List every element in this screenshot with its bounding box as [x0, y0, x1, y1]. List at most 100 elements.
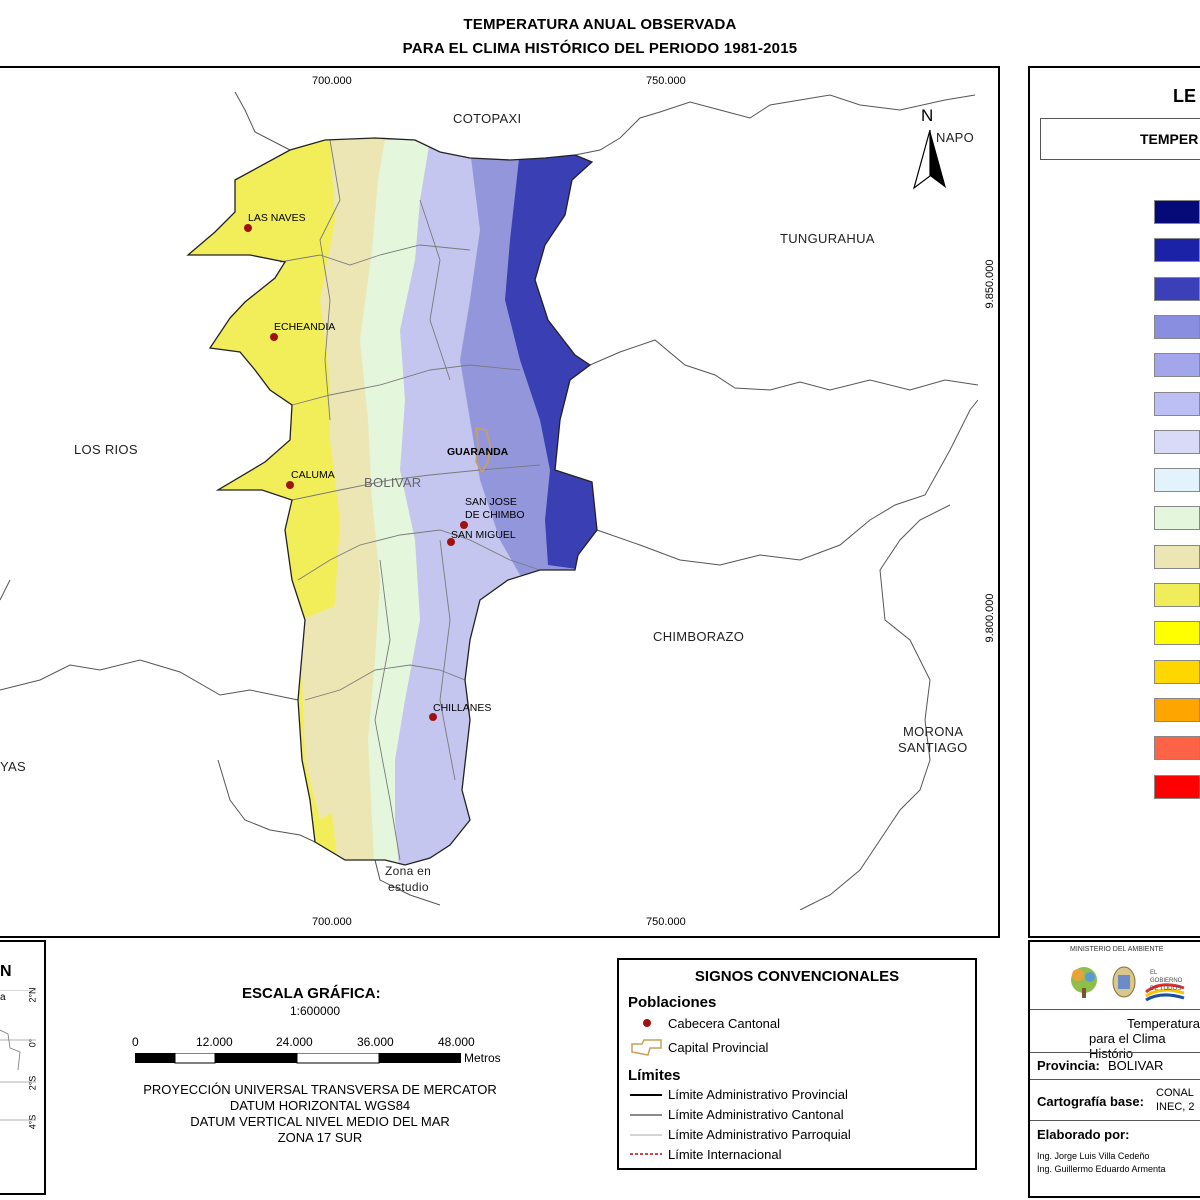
locator-title: N	[0, 963, 12, 980]
signs-capital: Capital Provincial	[668, 1040, 769, 1055]
town-marker-chillanes	[429, 713, 437, 721]
projection-block: PROYECCIÓN UNIVERSAL TRANSVERSA DE MERCA…	[120, 1082, 520, 1146]
zona-estudio-line1: Zona en	[385, 864, 432, 878]
legend-swatch	[1154, 736, 1200, 761]
signs-lim-parr: Límite Administrativo Parroquial	[668, 1127, 851, 1142]
legend-title: LE	[1173, 86, 1197, 106]
legend-swatch	[1154, 238, 1200, 263]
signs-poblaciones: Poblaciones	[628, 994, 717, 1011]
coat-of-arms-icon	[1112, 966, 1136, 998]
neighbor-napo: NAPO	[936, 130, 975, 145]
legend-swatch	[1154, 774, 1200, 799]
town-marker-las-naves	[244, 224, 252, 232]
map-canvas	[0, 92, 978, 910]
top-coord-700: 700.000	[312, 75, 352, 87]
scale-tick-48000: 48.000	[438, 1035, 475, 1049]
gov-logo-text-1: EL	[1150, 970, 1158, 976]
signs-cabecera: Cabecera Cantonal	[668, 1016, 781, 1031]
legend-subtitle: TEMPER	[1140, 131, 1199, 147]
info-desc-line2: para el Clima Histório	[1089, 1031, 1166, 1061]
legend-swatch	[1154, 200, 1200, 224]
top-coord-750: 750.000	[646, 75, 686, 87]
legend-subtitle-box	[1040, 118, 1200, 160]
ministry-label: MINISTERIO DEL AMBIENTE	[1070, 946, 1164, 953]
signs-panel	[617, 958, 977, 1170]
scale-ratio: 1:600000	[290, 1004, 341, 1018]
signs-lim-cant: Límite Administrativo Cantonal	[668, 1107, 844, 1122]
scale-tick-24000: 24.000	[276, 1035, 313, 1049]
map-title-line1: TEMPERATURA ANUAL OBSERVADA	[463, 16, 737, 33]
signs-title: SIGNOS CONVENCIONALES	[694, 968, 900, 985]
north-label: N	[921, 106, 934, 125]
gobierno-logo-icon	[1145, 983, 1185, 1002]
cartografia-value-1: CONAL	[1156, 1087, 1194, 1099]
legend-swatch	[1154, 276, 1200, 301]
neighbor-morona: MORONA	[903, 724, 964, 739]
town-label-san-miguel: SAN MIGUEL	[451, 529, 516, 541]
signs-lim-int: Límite Internacional	[668, 1147, 782, 1162]
neighbor-guayas-partial: YAS	[0, 759, 26, 774]
gov-logo-text-2: GOBIERNO	[1150, 978, 1183, 984]
zona-estudio-line2: estudio	[388, 880, 429, 894]
scale-tick-0: 0	[132, 1035, 139, 1049]
map-title-line2: PARA EL CLIMA HISTÓRICO DEL PERIODO 1981…	[402, 40, 798, 57]
provincia-label: Provincia:	[1037, 1058, 1100, 1073]
capital-outline-icon	[631, 1039, 662, 1056]
projection-line3: DATUM VERTICAL NIVEL MEDIO DEL MAR	[190, 1114, 450, 1129]
autor-2: Ing. Guillermo Eduardo Armenta	[1037, 1164, 1166, 1174]
town-label-caluma: CALUMA	[291, 469, 335, 481]
locator-side-label: a	[0, 992, 6, 1003]
neighbor-los-rios: LOS RIOS	[74, 442, 138, 457]
town-label-las-naves: LAS NAVES	[248, 212, 306, 224]
projection-line4: ZONA 17 SUR	[277, 1130, 363, 1145]
info-divider-1	[1030, 1009, 1200, 1010]
info-divider-2	[1030, 1052, 1200, 1053]
signs-limites: Límites	[628, 1067, 681, 1084]
neighbor-tungurahua: TUNGURAHUA	[780, 231, 875, 246]
neighbor-chimborazo: CHIMBORAZO	[653, 629, 745, 644]
provincia-value: BOLIVAR	[1108, 1058, 1164, 1073]
projection-line2: DATUM HORIZONTAL WGS84	[229, 1098, 411, 1113]
limits-line-icons	[630, 1094, 662, 1155]
info-divider-3	[1030, 1079, 1200, 1080]
town-marker-caluma	[286, 481, 294, 489]
projection-line1: PROYECCIÓN UNIVERSAL TRANSVERSA DE MERCA…	[143, 1082, 497, 1097]
legend-swatch	[1154, 391, 1200, 416]
legend-swatch	[1154, 353, 1200, 378]
scale-title: ESCALA GRÁFICA:	[242, 985, 381, 1002]
town-label-san-jose-1: SAN JOSE	[465, 496, 517, 508]
town-label-san-jose-2: DE CHIMBO	[465, 509, 525, 521]
town-label-guaranda: GUARANDA	[447, 446, 509, 458]
neighbor-santiago: SANTIAGO	[898, 740, 968, 755]
legend-swatch	[1154, 697, 1200, 722]
cartografia-value-2: INEC, 2	[1156, 1101, 1195, 1113]
elaborado-label: Elaborado por:	[1037, 1127, 1130, 1142]
legend-swatch	[1154, 429, 1200, 454]
province-label-bolivar: BOLIVAR	[364, 475, 422, 490]
locator-mini-map	[0, 990, 36, 1121]
town-label-chillanes: CHILLANES	[433, 702, 492, 714]
legend-swatch	[1154, 314, 1200, 339]
gov-logo-text-3: DE TODOS	[1150, 986, 1182, 992]
right-coord-9800: 9.800.000	[984, 593, 996, 643]
legend-swatch	[1154, 506, 1200, 531]
cartografia-label: Cartografía base:	[1037, 1094, 1144, 1109]
institution-logos	[1071, 966, 1185, 1002]
legend-swatch	[1154, 621, 1200, 646]
town-label-echeandia: ECHEANDIA	[274, 321, 336, 333]
right-coord-9850: 9.850.000	[984, 259, 996, 309]
legend-swatch	[1154, 583, 1200, 607]
tree-logo-icon	[1071, 967, 1097, 998]
legend-swatch	[1154, 659, 1200, 684]
signs-lim-prov: Límite Administrativo Provincial	[668, 1087, 848, 1102]
town-marker-san-miguel	[447, 538, 455, 546]
scale-unit: Metros	[464, 1051, 501, 1065]
autor-1: Ing. Jorge Luis Villa Cedeño	[1037, 1151, 1150, 1161]
bottom-coord-700: 700.000	[312, 916, 352, 928]
bottom-coord-750: 750.000	[646, 916, 686, 928]
town-marker-echeandia	[270, 333, 278, 341]
info-divider-4	[1030, 1120, 1200, 1121]
scale-tick-36000: 36.000	[357, 1035, 394, 1049]
north-arrow-icon	[912, 129, 946, 190]
scale-bar	[135, 1053, 461, 1064]
